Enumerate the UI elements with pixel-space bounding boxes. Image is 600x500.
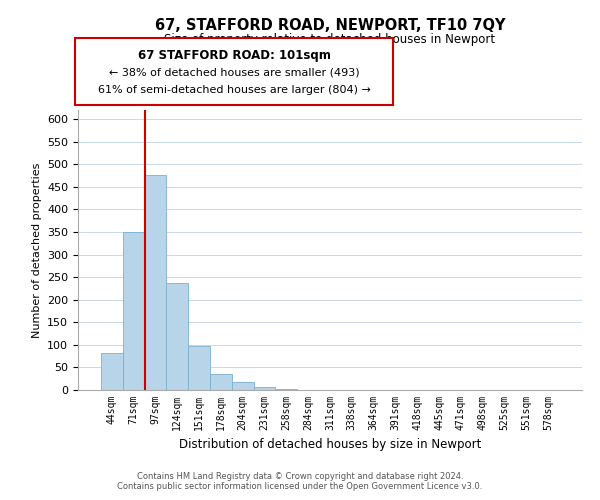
- Text: 67 STAFFORD ROAD: 101sqm: 67 STAFFORD ROAD: 101sqm: [137, 49, 331, 62]
- Text: Contains HM Land Registry data © Crown copyright and database right 2024.: Contains HM Land Registry data © Crown c…: [137, 472, 463, 481]
- Text: 67, STAFFORD ROAD, NEWPORT, TF10 7QY: 67, STAFFORD ROAD, NEWPORT, TF10 7QY: [155, 18, 505, 32]
- Bar: [275, 388, 297, 390]
- Bar: [188, 346, 210, 390]
- Text: 61% of semi-detached houses are larger (804) →: 61% of semi-detached houses are larger (…: [98, 85, 370, 95]
- Y-axis label: Number of detached properties: Number of detached properties: [32, 162, 41, 338]
- X-axis label: Distribution of detached houses by size in Newport: Distribution of detached houses by size …: [179, 438, 481, 452]
- Text: ← 38% of detached houses are smaller (493): ← 38% of detached houses are smaller (49…: [109, 68, 359, 78]
- Bar: [232, 382, 254, 390]
- Text: Contains public sector information licensed under the Open Government Licence v3: Contains public sector information licen…: [118, 482, 482, 491]
- Bar: [210, 374, 232, 390]
- Text: Size of property relative to detached houses in Newport: Size of property relative to detached ho…: [164, 32, 496, 46]
- Bar: [254, 387, 275, 390]
- Bar: [166, 284, 188, 390]
- Bar: [145, 175, 166, 390]
- Bar: [101, 352, 123, 390]
- Bar: [123, 232, 145, 390]
